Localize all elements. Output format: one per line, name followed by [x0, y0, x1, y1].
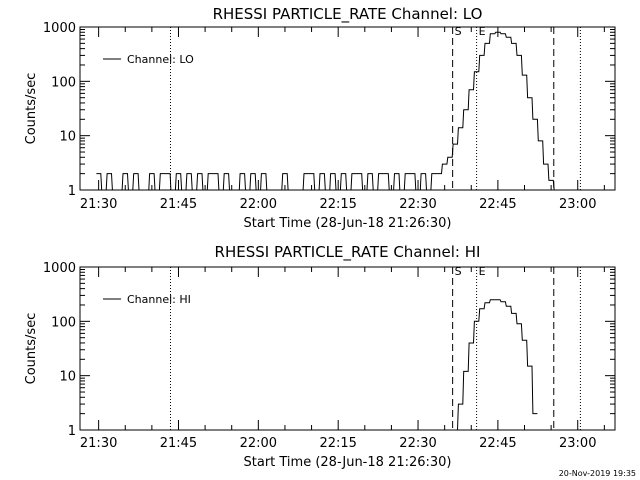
flag-label-s: S [455, 25, 462, 38]
x-tick-label: 22:30 [399, 436, 436, 451]
legend-entry: Channel: HI [127, 293, 191, 306]
x-tick-label: 22:45 [479, 197, 516, 212]
x-tick-label: 22:15 [319, 197, 356, 212]
x-tick-label: 22:15 [319, 436, 356, 451]
chart-title: RHESSI PARTICLE_RATE Channel: LO [213, 5, 483, 24]
y-tick-label: 100 [51, 315, 76, 330]
x-tick-label: 22:00 [240, 197, 277, 212]
y-tick-label: 10 [59, 370, 76, 385]
series-line-0 [96, 31, 564, 191]
chart-panel-hi: RHESSI PARTICLE_RATE Channel: HI 1 10 100 10… [24, 243, 616, 470]
y-tick-label: 100 [51, 75, 76, 90]
y-tick-label: 1000 [43, 21, 76, 36]
x-axis-label: Start Time (28-Jun-18 21:26:30) [244, 216, 452, 231]
flag-label-e: E [479, 265, 486, 278]
series-line-0 [453, 299, 538, 431]
x-tick-label: 23:00 [559, 197, 596, 212]
plot-frame [79, 26, 616, 191]
x-tick-label: 22:45 [479, 436, 516, 451]
x-axis-label: Start Time (28-Jun-18 21:26:30) [244, 455, 452, 470]
x-tick-label: 23:00 [559, 436, 596, 451]
legend-entry: Channel: LO [127, 53, 194, 66]
y-tick-label: 1 [68, 424, 76, 439]
x-tick-label: 21:45 [160, 436, 197, 451]
x-tick-label: 21:45 [160, 197, 197, 212]
generation-timestamp: 20-Nov-2019 19:35 [559, 469, 636, 478]
x-tick-label: 22:00 [240, 436, 277, 451]
flag-label-e: E [479, 25, 486, 38]
flag-label-s: S [455, 265, 462, 278]
x-tick-label: 22:30 [399, 197, 436, 212]
y-tick-label: 1000 [43, 261, 76, 276]
chart-title: RHESSI PARTICLE_RATE Channel: HI [215, 243, 481, 262]
y-axis-label: Counts/sec [24, 313, 39, 385]
x-tick-label: 21:30 [80, 197, 117, 212]
x-tick-label: 21:30 [80, 436, 117, 451]
chart-panel-lo: RHESSI PARTICLE_RATE Channel: LO 1 10 100 10… [24, 5, 616, 231]
y-tick-label: 1 [68, 184, 76, 199]
y-axis-label: Counts/sec [24, 73, 39, 145]
plot-frame [79, 266, 616, 431]
y-tick-label: 10 [59, 130, 76, 145]
